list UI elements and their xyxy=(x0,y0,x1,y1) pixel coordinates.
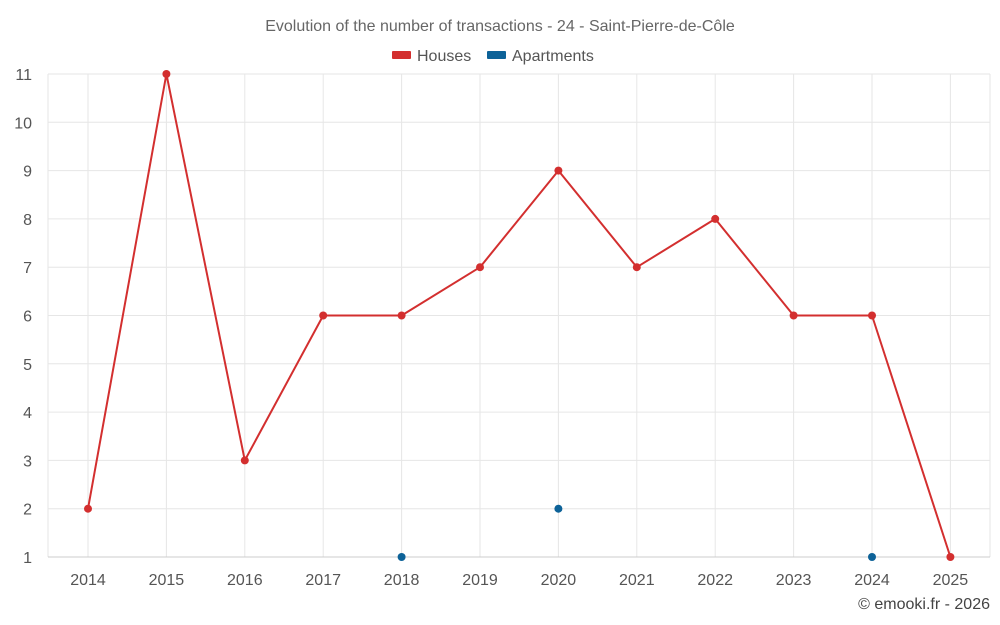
x-tick-label: 2021 xyxy=(619,572,655,589)
credit-text: © emooki.fr - 2026 xyxy=(858,596,990,613)
y-tick-label: 7 xyxy=(23,260,32,277)
y-tick-label: 3 xyxy=(23,453,32,470)
x-tick-label: 2025 xyxy=(933,572,969,589)
x-tick-label: 2024 xyxy=(854,572,890,589)
y-tick-label: 11 xyxy=(15,67,32,84)
y-tick-label: 2 xyxy=(23,502,32,519)
data-point-houses[interactable] xyxy=(711,214,720,223)
data-point-houses[interactable] xyxy=(476,263,484,272)
y-tick-label: 10 xyxy=(14,115,32,132)
y-tick-label: 8 xyxy=(23,212,32,229)
data-point-houses[interactable] xyxy=(632,263,641,272)
legend-swatch-houses xyxy=(392,51,411,59)
series-apartments xyxy=(397,504,876,561)
x-tick-label: 2022 xyxy=(697,572,733,589)
data-point-apartments[interactable] xyxy=(554,504,563,513)
y-tick-label: 5 xyxy=(23,357,32,374)
series-line-houses xyxy=(87,73,952,558)
y-tick-label: 6 xyxy=(23,309,32,326)
data-point-houses[interactable] xyxy=(397,311,406,320)
x-tick-label: 2015 xyxy=(149,572,185,589)
data-point-houses[interactable] xyxy=(162,70,171,78)
data-point-houses[interactable] xyxy=(946,553,955,561)
x-tick-label: 2014 xyxy=(70,572,106,589)
data-point-apartments[interactable] xyxy=(868,553,876,561)
y-axis-ticks: 1 2 3 4 5 6 7 8 9 10 11 xyxy=(14,67,32,567)
data-point-houses[interactable] xyxy=(868,311,876,320)
y-tick-label: 9 xyxy=(23,164,32,181)
data-point-houses[interactable] xyxy=(319,311,328,320)
x-axis-ticks: 2014 2015 2016 2017 2018 2019 2020 2021 2022 2023… xyxy=(70,572,968,589)
legend-label-apartments: Apartments xyxy=(512,48,594,65)
y-tick-label: 1 xyxy=(23,550,32,567)
data-point-houses[interactable] xyxy=(240,456,249,465)
legend: Houses Apartments xyxy=(392,48,594,65)
x-tick-label: 2020 xyxy=(541,572,577,589)
data-point-apartments[interactable] xyxy=(397,553,406,561)
legend-swatch-apartments xyxy=(487,51,506,59)
legend-item-houses[interactable]: Houses xyxy=(392,48,471,65)
x-tick-label: 2017 xyxy=(305,572,341,589)
series xyxy=(84,70,955,561)
x-tick-label: 2016 xyxy=(227,572,263,589)
x-tick-label: 2023 xyxy=(776,572,812,589)
legend-label-houses: Houses xyxy=(417,48,471,65)
chart-title: Evolution of the number of transactions … xyxy=(265,18,735,35)
x-tick-label: 2019 xyxy=(462,572,498,589)
series-houses xyxy=(84,70,955,561)
data-point-houses[interactable] xyxy=(84,504,92,513)
legend-item-apartments[interactable]: Apartments xyxy=(487,48,594,65)
x-tick-label: 2018 xyxy=(384,572,420,589)
y-tick-label: 4 xyxy=(23,405,32,422)
data-point-houses[interactable] xyxy=(789,311,798,320)
data-point-houses[interactable] xyxy=(554,166,563,175)
